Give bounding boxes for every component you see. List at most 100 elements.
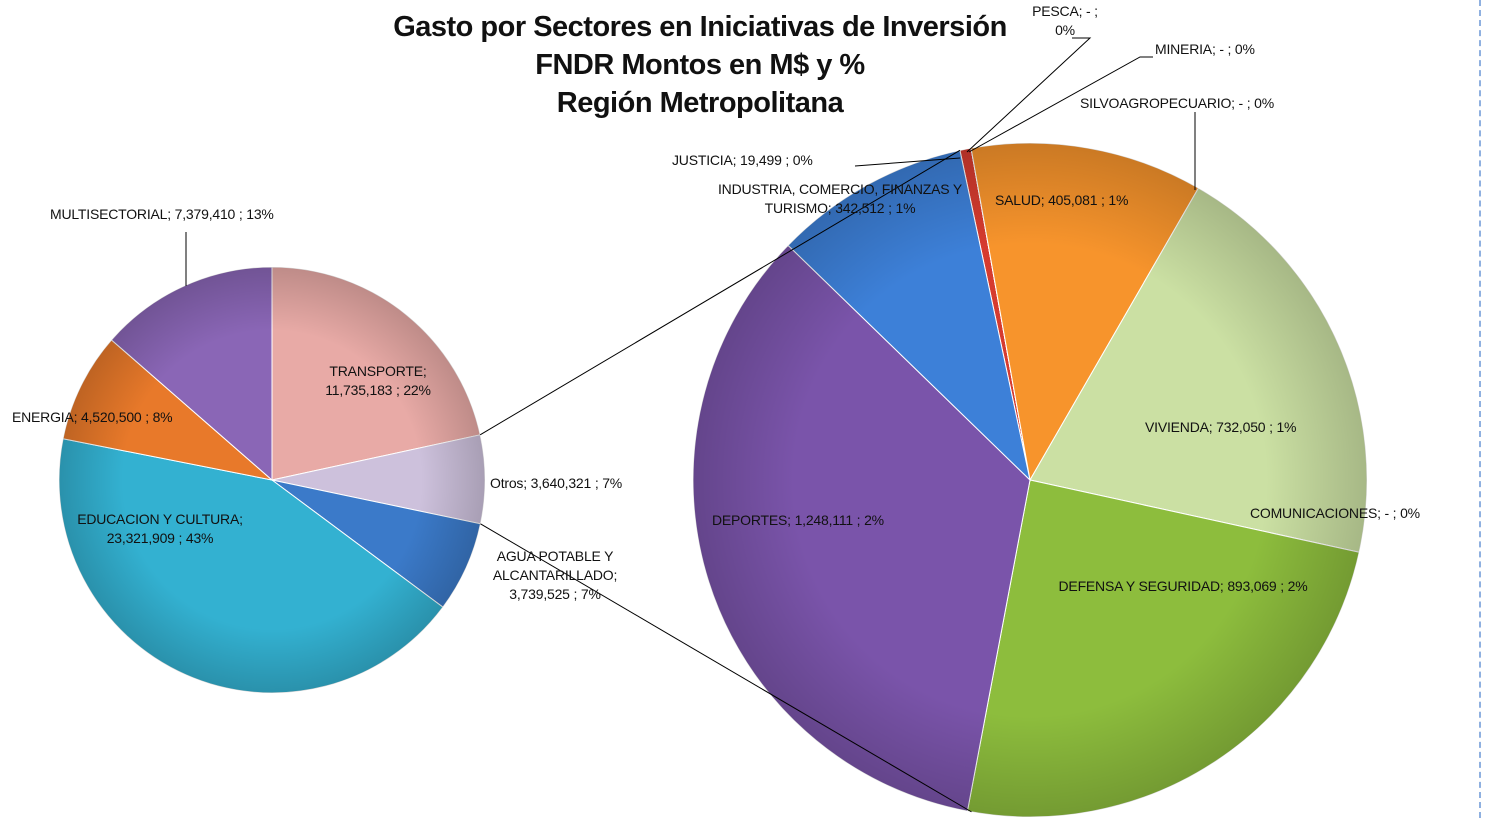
label-part: 2%	[864, 512, 884, 528]
data-label: TRANSPORTE; 11,735,183 ; 22%	[278, 362, 478, 400]
label-part: ;	[1392, 505, 1401, 521]
label-part: 0%	[1254, 95, 1274, 111]
leader-line	[854, 157, 961, 167]
label-part: ;	[178, 530, 186, 546]
label-part: 0%	[1055, 22, 1075, 38]
label-part: ;	[1219, 578, 1228, 594]
label-part: 0%	[1234, 41, 1255, 57]
label-part: ;	[167, 206, 175, 222]
label-part: 7%	[580, 586, 601, 602]
label-part: MINERIA	[1155, 41, 1212, 57]
label-part: ;	[1246, 95, 1255, 111]
data-label: INDUSTRIA, COMERCIO, FINANZAS Y TURISMO;…	[695, 180, 985, 218]
label-part: ;	[827, 200, 836, 216]
label-part: VIVIENDA	[1145, 419, 1209, 435]
label-part: ;	[856, 512, 865, 528]
label-part: 8%	[152, 409, 173, 425]
label-part: SALUD	[995, 192, 1041, 208]
label-part: 893,069	[1227, 578, 1277, 594]
data-label: PESCA; - ; 0%	[1028, 2, 1103, 40]
label-part: DEPORTES	[712, 512, 788, 528]
label-part: 3,640,321	[530, 475, 592, 491]
label-part: ;	[732, 152, 741, 168]
label-part: ;	[145, 409, 153, 425]
label-part: ;	[1280, 578, 1288, 594]
label-part: ;	[1040, 192, 1049, 208]
label-part: 23,321,909	[106, 530, 175, 546]
label-part: ENERGIA	[12, 409, 74, 425]
label-part: 13%	[246, 206, 274, 222]
label-part: 4,520,500	[81, 409, 142, 425]
label-part: ;	[613, 567, 618, 583]
label-part: JUSTICIA	[672, 152, 733, 168]
label-part: 11,735,183	[325, 382, 393, 398]
label-part: Otros	[490, 475, 524, 491]
data-label: EDUCACION Y CULTURA; 23,321,909 ; 43%	[40, 510, 280, 548]
label-part: 3,739,525	[509, 586, 570, 602]
label-part: 732,050	[1216, 419, 1266, 435]
data-label: AGUA POTABLE Y ALCANTARILLADO; 3,739,525…	[470, 547, 640, 604]
data-label: DEFENSA Y SEGURIDAD; 893,069 ; 2%	[1033, 577, 1333, 596]
label-part: 22%	[403, 382, 431, 398]
label-part: ;	[395, 382, 404, 398]
label-part: 0%	[792, 152, 813, 168]
connector-line	[479, 149, 961, 436]
connector-line	[480, 523, 972, 813]
label-part: ;	[238, 206, 247, 222]
label-part: ;	[787, 512, 795, 528]
label-part: ;	[1231, 95, 1239, 111]
label-part: 1%	[895, 200, 916, 216]
label-part: -	[1219, 41, 1224, 57]
label-part: 7,379,410	[174, 206, 236, 222]
label-part: ;	[1377, 505, 1385, 521]
data-label: COMUNICACIONES; - ; 0%	[1250, 504, 1486, 523]
label-part: AGUA POTABLE Y ALCANTARILLADO	[492, 548, 614, 583]
chart-title: Gasto por Sectores en Iniciativas de Inv…	[300, 8, 1100, 122]
label-part: 405,081	[1048, 192, 1098, 208]
leader-line	[968, 56, 1153, 153]
label-part: -	[1085, 3, 1091, 19]
label-part: ;	[1094, 3, 1098, 19]
data-label: JUSTICIA; 19,499 ; 0%	[672, 151, 872, 170]
leader-line	[966, 37, 1092, 153]
label-part: 342,512	[835, 200, 885, 216]
data-label: DEPORTES; 1,248,111 ; 2%	[712, 511, 952, 530]
title-line: Región Metropolitana	[556, 87, 844, 119]
label-part: ;	[1078, 3, 1086, 19]
data-label: Otros; 3,640,321 ; 7%	[490, 474, 710, 493]
label-part: -	[1384, 505, 1390, 521]
label-part: ;	[1269, 419, 1277, 435]
label-part: 1%	[1108, 192, 1129, 208]
label-part: 1%	[1276, 419, 1297, 435]
label-part: ;	[573, 586, 581, 602]
label-part: MULTISECTORIAL	[50, 206, 168, 222]
label-part: COMUNICACIONES	[1250, 505, 1378, 521]
label-part: 0%	[1400, 505, 1420, 521]
data-label: ENERGIA; 4,520,500 ; 8%	[12, 408, 252, 427]
data-label: SILVOAGROPECUARIO; - ; 0%	[1080, 94, 1360, 113]
label-part: ;	[1227, 41, 1235, 57]
data-label: MULTISECTORIAL; 7,379,410 ; 13%	[50, 205, 370, 224]
data-label: MINERIA; - ; 0%	[1155, 40, 1355, 59]
label-part: 2%	[1287, 578, 1308, 594]
data-label: SALUD; 405,081 ; 1%	[995, 191, 1195, 210]
label-part: ;	[594, 475, 603, 491]
label-part: ;	[1101, 192, 1109, 208]
label-part: INDUSTRIA, COMERCIO, FINANZAS Y TURISMO	[717, 181, 962, 216]
label-part: DEFENSA Y SEGURIDAD	[1058, 578, 1221, 594]
data-label: VIVIENDA; 732,050 ; 1%	[1145, 418, 1365, 437]
label-part: 7%	[602, 475, 623, 491]
label-part: ;	[1208, 419, 1217, 435]
label-part: EDUCACION Y CULTURA	[77, 511, 240, 527]
label-part: ;	[73, 409, 82, 425]
label-part: ;	[1211, 41, 1220, 57]
title-line: FNDR Montos en M$ y %	[535, 49, 865, 81]
title-line: Gasto por Sectores en Iniciativas de Inv…	[393, 11, 1007, 43]
label-part: ;	[785, 152, 793, 168]
label-part: SILVOAGROPECUARIO	[1080, 95, 1232, 111]
page-edge	[1479, 0, 1481, 818]
label-part: TRANSPORTE	[329, 363, 423, 379]
label-part: ;	[523, 475, 531, 491]
label-part: ;	[422, 363, 427, 379]
